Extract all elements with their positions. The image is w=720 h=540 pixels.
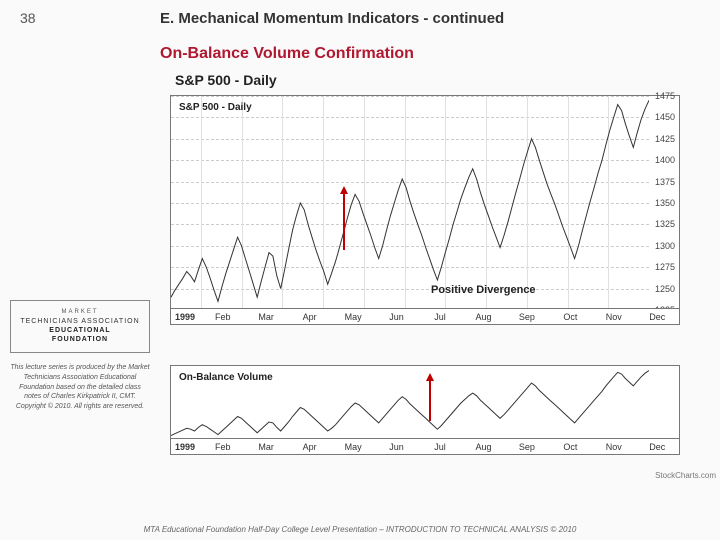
sidebar-text: This lecture series is produced by the M… bbox=[10, 363, 150, 412]
logo-line: MARKET bbox=[15, 309, 145, 317]
chart-title: S&P 500 - Daily bbox=[179, 102, 252, 113]
attribution-label: StockCharts.com bbox=[655, 471, 716, 480]
divergence-arrow-icon bbox=[343, 194, 345, 250]
sidebar: MARKET TECHNICIANS ASSOCIATION EDUCATION… bbox=[10, 300, 150, 412]
sp-heading: S&P 500 - Daily bbox=[175, 72, 277, 88]
price-chart: S&P 500 - Daily 147514501425140013751350… bbox=[170, 95, 680, 325]
logo-line: EDUCATIONAL bbox=[15, 326, 145, 335]
logo-line: FOUNDATION bbox=[15, 335, 145, 344]
price-line bbox=[171, 96, 649, 310]
logo: MARKET TECHNICIANS ASSOCIATION EDUCATION… bbox=[10, 300, 150, 353]
x-axis: 1999FebMarAprMayJunJulAugSepOctNovDec bbox=[171, 438, 679, 454]
x-axis: 1999FebMarAprMayJunJulAugSepOctNovDec bbox=[171, 308, 679, 324]
page-number: 38 bbox=[20, 10, 36, 26]
footer: MTA Educational Foundation Half-Day Coll… bbox=[0, 525, 720, 534]
logo-line: TECHNICIANS ASSOCIATION bbox=[15, 317, 145, 326]
obv-heading: On-Balance Volume Confirmation bbox=[160, 45, 414, 63]
obv-arrow-icon bbox=[429, 381, 431, 421]
divergence-label: Positive Divergence bbox=[431, 284, 536, 296]
obv-chart: On-Balance Volume 1999FebMarAprMayJunJul… bbox=[170, 365, 680, 455]
section-heading: E. Mechanical Momentum Indicators - cont… bbox=[160, 10, 504, 27]
chart-title: On-Balance Volume bbox=[179, 372, 273, 383]
